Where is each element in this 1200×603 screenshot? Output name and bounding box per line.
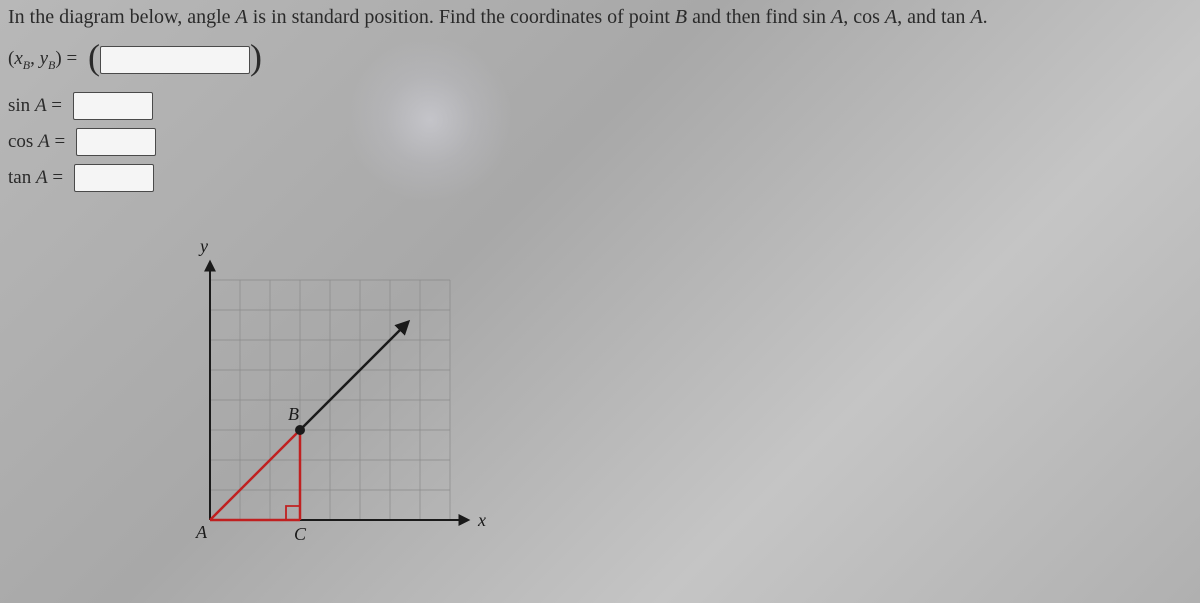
q-prefix: In the diagram below, angle — [8, 6, 236, 28]
tan-row: tan A = — [8, 164, 262, 192]
q-var4: A — [885, 6, 897, 28]
diagram: x y A B C — [170, 230, 510, 570]
q-mid3: , cos — [843, 6, 885, 28]
lparen: ( — [88, 43, 100, 71]
cos-input[interactable] — [76, 128, 156, 156]
q-var3: A — [831, 6, 843, 28]
coords-input[interactable] — [100, 46, 250, 74]
sin-input[interactable] — [73, 92, 153, 120]
q-var2: B — [675, 6, 687, 28]
q-suffix: . — [983, 6, 988, 28]
svg-text:x: x — [477, 510, 486, 530]
sin-row: sin A = — [8, 92, 262, 120]
coords-label: (xB, yB) = — [8, 48, 82, 73]
coords-row: (xB, yB) = ( ) — [8, 46, 262, 74]
rparen: ) — [250, 43, 262, 71]
svg-text:C: C — [294, 524, 307, 544]
sin-label: sin A = — [8, 95, 67, 117]
answer-block: (xB, yB) = ( ) sin A = cos A = tan A = — [8, 46, 262, 200]
tan-label: tan A = — [8, 167, 68, 189]
q-var5: A — [970, 6, 982, 28]
question-text: In the diagram below, angle A is in stan… — [8, 6, 988, 29]
cos-row: cos A = — [8, 128, 262, 156]
svg-text:y: y — [198, 236, 208, 256]
cos-label: cos A = — [8, 131, 70, 153]
q-mid2: and then find sin — [687, 6, 831, 28]
q-mid1: is in standard position. Find the coordi… — [248, 6, 675, 28]
q-var1: A — [236, 6, 248, 28]
svg-text:A: A — [195, 522, 208, 542]
tan-input[interactable] — [74, 164, 154, 192]
q-mid4: , and tan — [897, 6, 970, 28]
svg-text:B: B — [288, 404, 299, 424]
